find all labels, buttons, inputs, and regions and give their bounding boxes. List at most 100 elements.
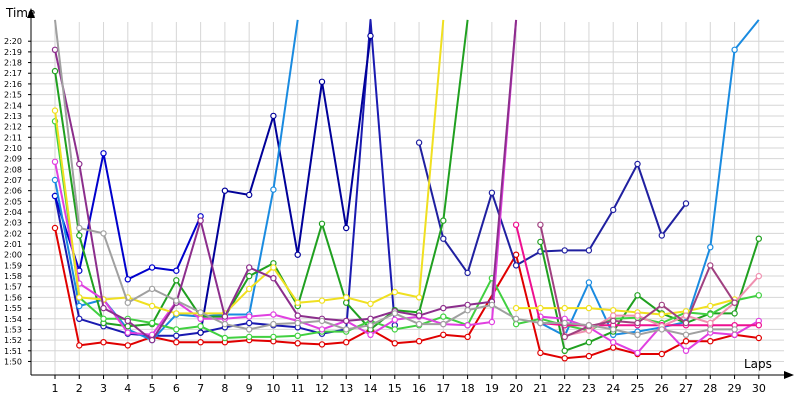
data-point <box>294 312 301 319</box>
x-tick-label: 24 <box>606 382 620 395</box>
series-line <box>54 19 518 342</box>
y-tick-label: 2:06 <box>4 187 22 196</box>
x-tick-label: 17 <box>436 382 450 395</box>
data-point <box>561 333 568 341</box>
x-tick-label: 13 <box>339 382 353 395</box>
data-point <box>148 285 156 293</box>
y-tick-label: 2:14 <box>4 101 22 110</box>
x-tick-label: 28 <box>703 382 717 395</box>
data-point <box>440 304 447 312</box>
series-14 <box>51 19 445 317</box>
data-point <box>367 315 374 322</box>
data-point <box>512 251 520 258</box>
data-point <box>197 309 204 316</box>
data-point <box>512 315 520 322</box>
data-point <box>658 326 666 333</box>
data-point <box>610 326 617 333</box>
data-point <box>561 247 568 254</box>
y-tick-label: 1:56 <box>4 293 22 302</box>
data-point <box>100 304 107 312</box>
data-point <box>610 339 617 346</box>
x-tick-label: 15 <box>388 382 402 395</box>
data-point <box>270 264 277 271</box>
data-point <box>682 331 690 338</box>
data-point <box>537 349 544 357</box>
x-tick-label: 27 <box>679 382 693 395</box>
x-tick-label: 8 <box>221 382 228 395</box>
data-point <box>707 243 714 251</box>
data-point <box>245 272 253 280</box>
x-tick-label: 29 <box>728 382 742 395</box>
data-point <box>755 292 763 299</box>
data-point <box>294 251 301 258</box>
series-line <box>54 19 518 336</box>
data-point <box>318 297 326 304</box>
data-point <box>634 312 641 319</box>
data-point <box>464 322 471 329</box>
data-point <box>343 339 350 346</box>
data-point <box>148 264 156 271</box>
data-point <box>682 347 690 354</box>
x-tick-label: 10 <box>266 382 280 395</box>
x-tick-label: 25 <box>630 382 644 395</box>
x-tick-label: 5 <box>149 382 156 395</box>
series-6 <box>51 19 299 344</box>
x-tick-label: 26 <box>655 382 669 395</box>
data-point <box>100 150 107 157</box>
data-point <box>512 320 520 328</box>
data-point <box>173 267 180 274</box>
data-point <box>512 304 520 312</box>
data-point <box>76 342 83 349</box>
data-point <box>464 307 471 314</box>
data-point <box>343 294 350 301</box>
data-point <box>270 333 277 341</box>
data-point <box>391 288 398 296</box>
x-tick-label: 1 <box>52 382 59 395</box>
data-point <box>634 331 641 338</box>
y-tick-label: 2:03 <box>4 219 22 228</box>
data-point <box>731 310 738 317</box>
series-line <box>540 315 760 354</box>
data-point <box>585 247 593 254</box>
y-tick-label: 2:13 <box>4 112 22 121</box>
y-tick-labels: 1:501:51 1:52 1:531:54 1:55 1:561:57 1:58 1:59… <box>4 37 31 366</box>
y-tick-label: 2:00 <box>4 251 22 260</box>
data-point <box>707 319 714 327</box>
x-tick-label: 18 <box>461 382 475 395</box>
y-tick-label: 2:20 <box>4 37 22 46</box>
data-point <box>415 312 423 319</box>
y-tick-label: 2:19 <box>4 48 22 57</box>
data-point <box>488 301 496 309</box>
data-point <box>76 160 83 168</box>
y-tick-label: 1:59 <box>4 261 22 270</box>
data-point <box>367 300 374 307</box>
y-tick-label: 2:18 <box>4 59 22 68</box>
data-point <box>561 347 568 354</box>
data-point <box>51 46 59 54</box>
data-point <box>148 302 156 310</box>
y-tick-label: 2:10 <box>4 144 22 153</box>
data-point <box>173 310 180 317</box>
data-point <box>173 339 180 346</box>
data-point <box>755 272 763 280</box>
data-point <box>561 355 568 362</box>
series-line <box>199 35 372 333</box>
data-point <box>585 322 593 329</box>
x-tick-label: 22 <box>558 382 572 395</box>
data-point <box>682 338 690 345</box>
y-tick-label: 1:53 <box>4 325 22 334</box>
data-point <box>124 323 132 330</box>
data-point <box>707 311 714 318</box>
data-point <box>707 262 714 269</box>
data-point <box>488 189 496 196</box>
x-tick-label: 16 <box>412 382 426 395</box>
data-point <box>464 333 471 341</box>
x-tick-label: 4 <box>124 382 131 395</box>
series-8 <box>51 19 469 333</box>
data-point <box>124 276 132 283</box>
data-point <box>173 277 180 284</box>
y-tick-label: 2:02 <box>4 229 22 238</box>
data-point <box>318 78 326 86</box>
data-point <box>707 302 714 310</box>
